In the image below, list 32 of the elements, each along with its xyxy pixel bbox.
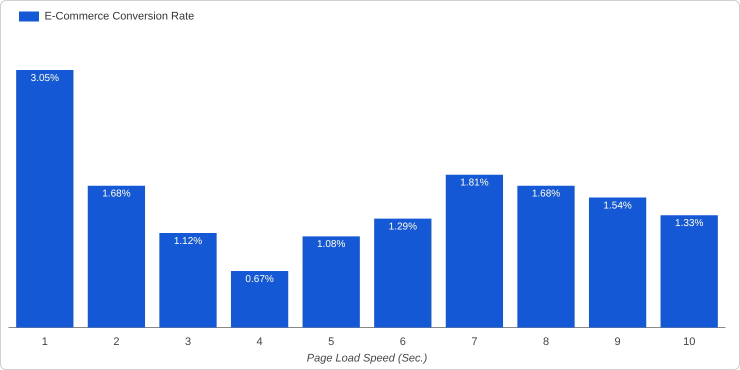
x-tick-label: 4 — [256, 336, 263, 348]
x-tick-label: 10 — [683, 336, 696, 348]
data-label: 1.12% — [174, 236, 202, 247]
x-axis-title: Page Load Speed (Sec.) — [306, 352, 428, 364]
x-tick-label: 1 — [42, 336, 48, 348]
bar — [230, 271, 288, 328]
data-label: 1.54% — [603, 200, 632, 212]
x-tick-label: 7 — [471, 336, 478, 348]
data-label: 1.68% — [102, 188, 131, 200]
data-label: 3.05% — [30, 72, 60, 84]
x-tick-label: 2 — [113, 336, 120, 348]
data-label: 1.33% — [675, 218, 704, 230]
data-label: 1.68% — [532, 188, 560, 200]
data-label: 1.08% — [317, 239, 346, 250]
x-tick-label: 3 — [184, 336, 192, 348]
bar — [16, 70, 74, 328]
bar — [588, 198, 646, 328]
data-label: 1.81% — [460, 177, 489, 188]
bar — [517, 186, 575, 328]
x-tick-label: 6 — [400, 336, 406, 348]
x-tick-label: 5 — [328, 336, 334, 348]
bar — [446, 174, 504, 328]
bar — [302, 236, 360, 328]
x-tick-label: 9 — [614, 336, 621, 348]
data-label: 1.29% — [388, 221, 418, 232]
bar — [159, 233, 217, 328]
bar — [660, 215, 718, 328]
legend-label: E-Commerce Conversion Rate — [44, 10, 194, 23]
bar — [374, 218, 432, 328]
bar — [88, 186, 146, 328]
x-tick-label: 8 — [542, 336, 550, 348]
data-label: 0.67% — [245, 274, 274, 285]
